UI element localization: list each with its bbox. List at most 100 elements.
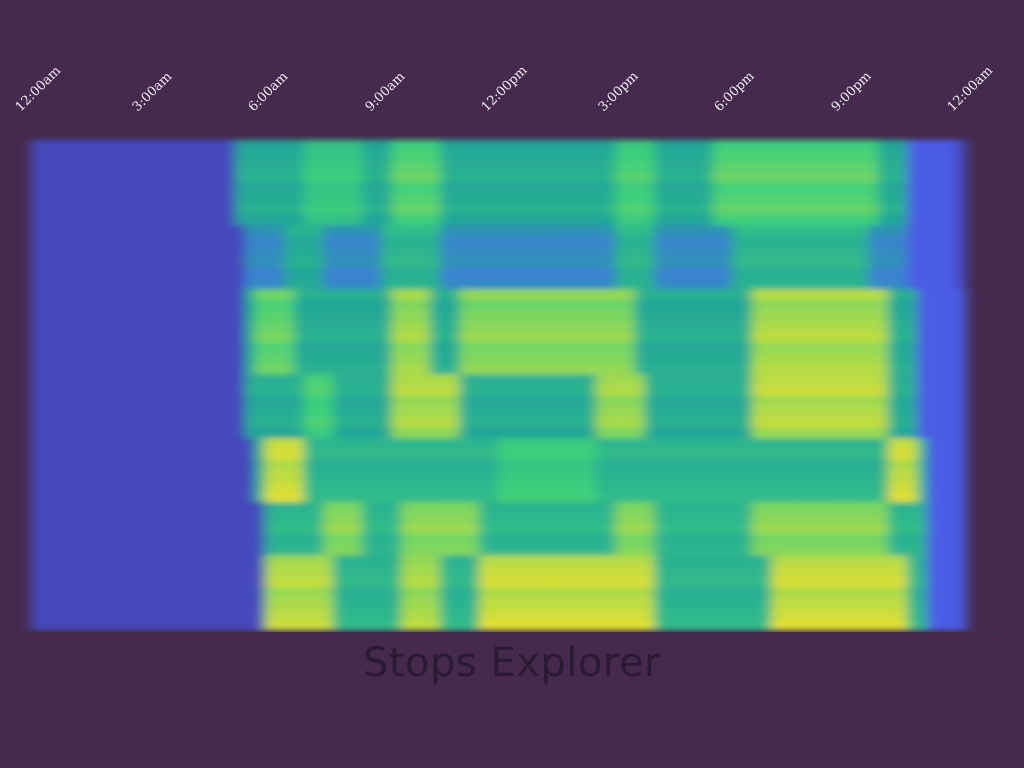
heatmap-cell xyxy=(683,395,694,407)
heatmap-cell xyxy=(605,587,616,599)
heatmap-cell xyxy=(868,459,879,471)
heatmap-cell xyxy=(556,342,568,354)
heatmap-cell xyxy=(693,480,704,492)
heatmap-cell xyxy=(410,608,422,620)
heatmap-cell xyxy=(556,523,568,535)
heatmap-cell xyxy=(868,235,879,247)
heatmap-cell xyxy=(206,480,217,492)
heatmap-cell xyxy=(722,225,733,237)
heatmap-cell xyxy=(780,566,792,578)
heatmap-cell xyxy=(761,235,772,247)
heatmap-cell xyxy=(401,502,412,514)
heatmap-cell xyxy=(313,619,324,631)
heatmap-cell xyxy=(313,278,324,290)
heatmap-cell xyxy=(780,225,792,237)
heatmap-cell xyxy=(829,438,840,450)
heatmap-cell xyxy=(245,278,256,290)
heatmap-cell xyxy=(829,363,840,375)
heatmap-cell xyxy=(99,161,110,173)
heatmap-cell xyxy=(235,512,246,524)
heatmap-row xyxy=(31,512,967,524)
heatmap-cell xyxy=(527,193,539,205)
heatmap-cell xyxy=(147,321,159,333)
heatmap-cell xyxy=(245,502,256,514)
heatmap-cell xyxy=(157,427,168,439)
heatmap-cell xyxy=(839,438,850,450)
heatmap-cell xyxy=(177,523,188,535)
heatmap-cell xyxy=(664,353,675,365)
heatmap-cell xyxy=(401,385,412,397)
heatmap-cell xyxy=(89,544,100,556)
heatmap-cell xyxy=(40,225,52,237)
heatmap-cell xyxy=(956,193,967,205)
heatmap-cell xyxy=(936,310,948,322)
heatmap-cell xyxy=(634,342,646,354)
heatmap-cell xyxy=(108,395,120,407)
heatmap-cell xyxy=(741,140,753,152)
heatmap-cell xyxy=(352,225,363,237)
heatmap-cell xyxy=(206,161,217,173)
heatmap-cell xyxy=(40,512,52,524)
heatmap-cell xyxy=(479,395,490,407)
heatmap-cell xyxy=(352,246,363,258)
heatmap-cell xyxy=(790,235,802,247)
heatmap-cell xyxy=(196,608,207,620)
heatmap-cell xyxy=(780,406,792,418)
heatmap-cell xyxy=(605,534,616,546)
heatmap-cell xyxy=(186,406,198,418)
heatmap-cell xyxy=(917,480,928,492)
heatmap-cell xyxy=(664,470,675,482)
heatmap-cell xyxy=(60,459,71,471)
heatmap-cell xyxy=(741,289,753,301)
heatmap-cell xyxy=(732,512,743,524)
heatmap-cell xyxy=(810,576,821,588)
heatmap-cell xyxy=(878,161,889,173)
heatmap-cell xyxy=(517,214,529,226)
heatmap-cell xyxy=(186,267,198,279)
heatmap-cell xyxy=(186,480,198,492)
heatmap-cell xyxy=(644,619,655,631)
heatmap-cell xyxy=(128,235,139,247)
heatmap-cell xyxy=(761,214,772,226)
heatmap-cell xyxy=(293,267,305,279)
heatmap-cell xyxy=(147,480,159,492)
heatmap-cell xyxy=(274,289,285,301)
heatmap-cell xyxy=(264,150,276,162)
heatmap-cell xyxy=(391,502,402,514)
heatmap-cell xyxy=(293,363,305,375)
heatmap-cell xyxy=(371,523,383,535)
heatmap-cell xyxy=(245,289,256,301)
heatmap-cell xyxy=(878,459,889,471)
heatmap-cell xyxy=(849,502,860,514)
heatmap-cell xyxy=(956,214,967,226)
heatmap-cell xyxy=(381,523,392,535)
heatmap-cell xyxy=(741,491,753,503)
heatmap-cell xyxy=(771,491,782,503)
heatmap-cell xyxy=(595,608,607,620)
heatmap-cell xyxy=(206,363,217,375)
heatmap-row xyxy=(31,459,967,471)
heatmap-cell xyxy=(946,150,957,162)
heatmap-cell xyxy=(488,480,500,492)
heatmap-cell xyxy=(644,608,655,620)
heatmap-cell xyxy=(566,161,578,173)
heatmap-cell xyxy=(235,438,246,450)
heatmap-cell xyxy=(459,161,470,173)
heatmap-cell xyxy=(293,203,305,215)
heatmap-cell xyxy=(839,598,850,610)
heatmap-cell xyxy=(498,182,509,194)
heatmap-cell xyxy=(449,480,461,492)
heatmap-cell xyxy=(897,310,909,322)
heatmap-cell xyxy=(673,576,685,588)
heatmap-cell xyxy=(858,225,870,237)
heatmap-cell xyxy=(615,257,626,269)
heatmap-cell xyxy=(342,619,354,631)
heatmap-cell xyxy=(177,235,188,247)
heatmap-cell xyxy=(332,321,344,333)
heatmap-cell xyxy=(449,246,461,258)
heatmap-cell xyxy=(284,619,295,631)
heatmap-cell xyxy=(31,289,42,301)
heatmap-cell xyxy=(556,438,568,450)
heatmap-cell xyxy=(362,171,373,184)
heatmap-cell xyxy=(547,214,558,226)
